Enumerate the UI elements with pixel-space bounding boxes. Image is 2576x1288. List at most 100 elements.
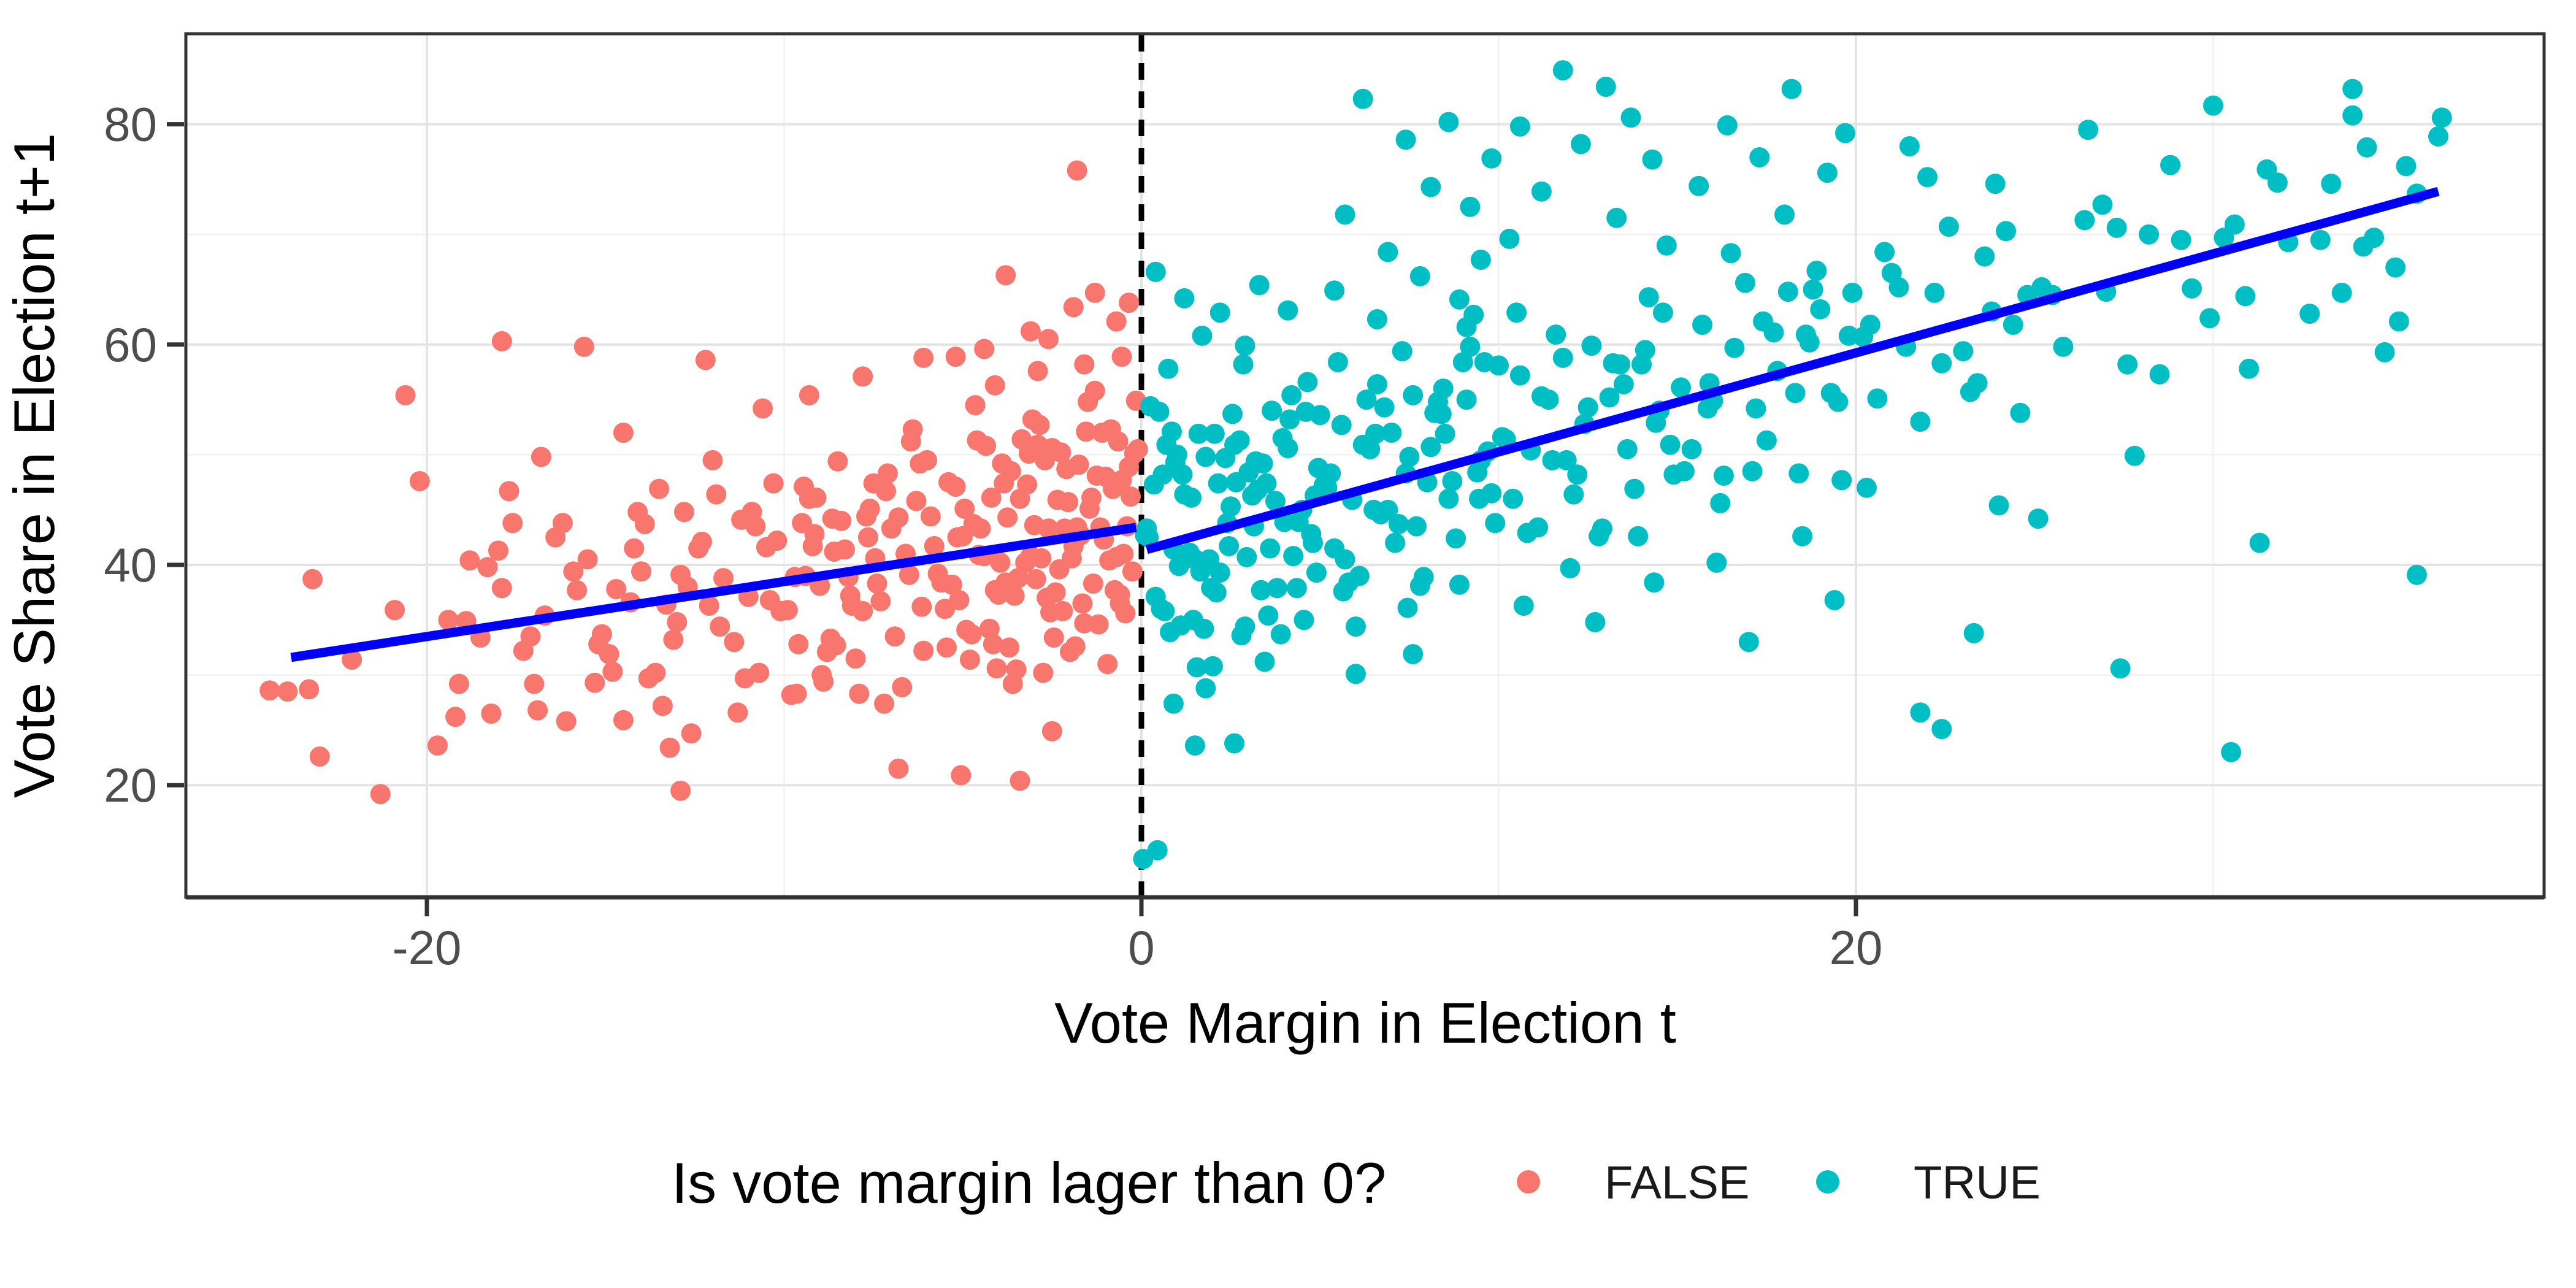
data-point — [673, 502, 694, 523]
data-point — [1788, 463, 1809, 484]
data-point — [438, 610, 459, 631]
data-point — [1279, 409, 1300, 430]
data-point — [947, 527, 968, 548]
legend-label-true: TRUE — [1914, 1157, 2041, 1209]
data-point — [1406, 516, 1427, 537]
data-point — [920, 506, 941, 527]
data-point — [1724, 337, 1745, 358]
data-point — [983, 634, 1003, 654]
data-point — [1485, 513, 1506, 534]
data-point — [1145, 261, 1166, 282]
data-point — [2428, 126, 2448, 147]
data-point — [906, 491, 927, 512]
data-point — [1027, 361, 1048, 381]
data-point — [870, 591, 891, 611]
data-point — [702, 450, 723, 470]
data-point — [1224, 733, 1244, 754]
data-point — [695, 350, 716, 370]
data-point — [2010, 402, 2031, 423]
data-point — [681, 723, 702, 744]
data-point — [857, 527, 878, 548]
data-point — [2396, 156, 2417, 177]
data-point — [1035, 450, 1056, 470]
data-point — [1122, 561, 1143, 582]
data-point — [1617, 439, 1638, 459]
data-point — [1265, 491, 1286, 512]
data-point — [2356, 137, 2377, 158]
data-point — [1509, 116, 1530, 137]
data-point — [613, 423, 634, 443]
data-point — [1499, 228, 1520, 249]
data-point — [477, 557, 498, 578]
data-point — [965, 395, 986, 416]
data-point — [481, 703, 502, 724]
data-point — [1960, 381, 1980, 402]
data-point — [1335, 549, 1355, 570]
data-point — [409, 471, 430, 491]
data-point — [984, 375, 1005, 396]
data-point — [1140, 396, 1161, 416]
data-point — [1367, 309, 1387, 329]
data-point — [1058, 492, 1079, 513]
data-point — [1720, 243, 1741, 264]
data-point — [2160, 155, 2181, 175]
data-point — [1456, 389, 1477, 410]
data-point — [1552, 347, 1573, 368]
data-point — [1183, 610, 1203, 631]
data-point — [1029, 415, 1050, 435]
data-point — [1420, 177, 1441, 197]
data-point — [385, 600, 405, 621]
data-point — [1985, 174, 2006, 194]
data-point — [1517, 523, 1538, 543]
data-point — [1346, 664, 1366, 684]
data-point — [924, 536, 945, 556]
data-point — [1097, 654, 1118, 675]
data-point — [1531, 386, 1552, 407]
data-point — [459, 550, 480, 571]
data-point — [986, 658, 1007, 679]
data-point — [670, 780, 691, 801]
data-point — [1433, 378, 1454, 399]
data-point — [877, 463, 898, 484]
data-point — [954, 498, 975, 519]
data-point — [1756, 430, 1777, 451]
data-point — [1186, 657, 1207, 678]
data-point — [2199, 308, 2220, 329]
data-point — [567, 580, 588, 600]
data-point — [1063, 297, 1084, 318]
y-tick-labels: 20 40 60 80 — [104, 98, 157, 813]
data-point — [1792, 526, 1813, 546]
y-tick-marks — [167, 122, 184, 788]
data-point — [1717, 115, 1738, 136]
data-point — [445, 707, 466, 727]
data-point — [1857, 477, 1877, 498]
data-point — [1828, 391, 1849, 412]
data-point — [1084, 380, 1105, 401]
data-point — [1236, 546, 1257, 567]
data-point — [1531, 181, 1552, 202]
data-point — [976, 435, 997, 456]
data-point — [913, 347, 934, 368]
data-point — [1306, 562, 1327, 583]
data-point — [1403, 644, 1424, 664]
data-point — [1585, 611, 1606, 632]
data-point — [699, 596, 719, 616]
data-point — [1953, 341, 1974, 362]
data-point — [1356, 389, 1377, 410]
data-point — [974, 339, 995, 359]
data-point — [1710, 493, 1731, 513]
data-point — [1446, 528, 1466, 549]
data-point — [1749, 147, 1770, 167]
data-point — [1777, 282, 1798, 302]
data-point — [1006, 659, 1027, 680]
scatter-points-false — [259, 160, 1148, 805]
data-point — [2353, 236, 2374, 257]
data-point — [1806, 261, 1827, 281]
data-point — [1278, 300, 1298, 321]
data-point — [1249, 275, 1270, 296]
data-point — [585, 672, 605, 693]
data-point — [900, 431, 921, 452]
x-tick-labels: -20 0 20 — [393, 921, 1883, 975]
data-point — [1628, 526, 1649, 546]
